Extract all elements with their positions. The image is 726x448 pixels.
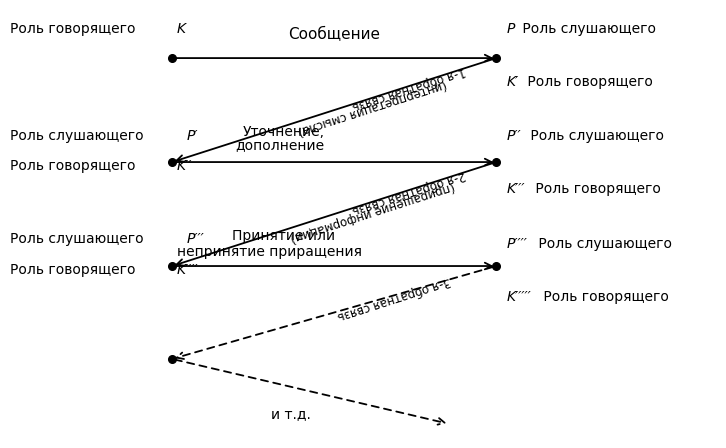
Text: Сообщение: Сообщение: [288, 28, 380, 43]
Text: P′′: P′′: [507, 129, 522, 142]
Text: P′: P′: [187, 129, 198, 142]
Text: (приращение информации): (приращение информации): [288, 179, 456, 244]
Text: Роль говорящего: Роль говорящего: [10, 159, 140, 173]
Text: P′′′′: P′′′′: [507, 237, 528, 251]
Text: K′′′′: K′′′′: [176, 263, 198, 277]
Text: Роль слушающего: Роль слушающего: [534, 237, 672, 251]
Text: дополнение: дополнение: [235, 138, 325, 152]
Text: K′: K′: [507, 75, 519, 90]
Text: 3-я обратная связь: 3-я обратная связь: [335, 275, 452, 323]
Text: K′′′′′: K′′′′′: [507, 290, 532, 304]
Text: Уточнение,: Уточнение,: [242, 125, 325, 138]
Text: и т.д.: и т.д.: [271, 407, 311, 421]
Text: 1-я обратная связь: 1-я обратная связь: [350, 64, 467, 113]
Text: Принятие или: Принятие или: [232, 228, 335, 242]
Text: Роль говорящего: Роль говорящего: [531, 181, 661, 196]
Text: (интерпретация смысла): (интерпретация смысла): [296, 77, 448, 137]
Text: Роль слушающего: Роль слушающего: [10, 129, 148, 142]
Text: Роль говорящего: Роль говорящего: [10, 22, 140, 36]
Text: Роль слушающего: Роль слушающего: [10, 233, 148, 246]
Text: K′′′: K′′′: [507, 181, 526, 196]
Text: Роль слушающего: Роль слушающего: [518, 22, 656, 36]
Text: Роль слушающего: Роль слушающего: [526, 129, 664, 142]
Text: K: K: [176, 22, 185, 36]
Text: P′′′: P′′′: [187, 233, 205, 246]
Text: Роль говорящего: Роль говорящего: [10, 263, 140, 277]
Text: 2-я обратная связь: 2-я обратная связь: [350, 168, 467, 217]
Text: P: P: [507, 22, 515, 36]
Text: Роль говорящего: Роль говорящего: [523, 75, 653, 90]
Text: Роль говорящего: Роль говорящего: [539, 290, 669, 304]
Text: непринятие приращения: непринятие приращения: [177, 246, 362, 259]
Text: K′′: K′′: [176, 159, 192, 173]
